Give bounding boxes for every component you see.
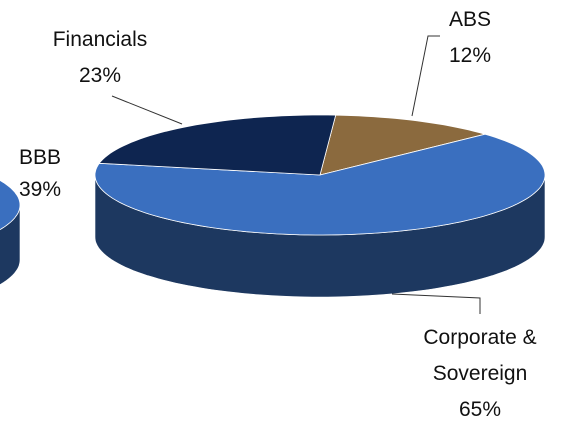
value-label: 12% [448,44,492,67]
value-label: 65% [458,398,502,421]
category-label: Corporate & Sovereign [423,326,537,385]
label: Corporate & Sovereign 65% [410,320,550,425]
leader-line [111,95,183,125]
leader-line [391,293,481,314]
slice [319,114,487,176]
label: Financials 23% [30,22,170,94]
slice-side [0,204,21,285]
category-label: Financials [52,28,148,51]
leader-line [411,35,440,117]
value-label: 23% [78,64,122,87]
category-label: BBB [18,146,62,169]
slice [94,133,546,236]
category-label: ABS [448,8,492,31]
slice [0,179,21,231]
slice [98,114,337,176]
value-label: 39% [18,178,62,201]
label: ABS 12% [420,2,520,74]
label: BBB 39% [10,142,70,206]
